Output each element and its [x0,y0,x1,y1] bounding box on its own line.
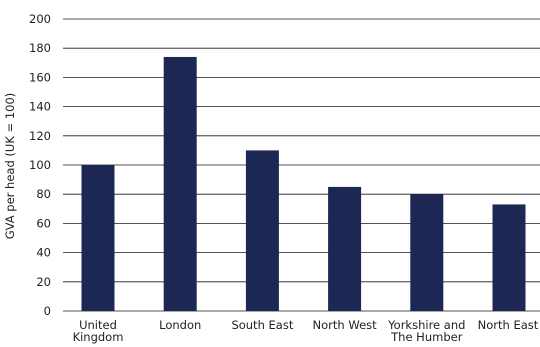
x-category-labels: United Kingdom London South East North West Y… [73,318,539,344]
y-tick-label: 40 [36,246,51,260]
y-axis-title: GVA per head (UK = 100) [3,93,17,240]
y-tick-label: 80 [36,187,51,201]
y-tick-label: 20 [36,275,51,289]
y-tick-label: 60 [36,216,51,230]
y-tick-label: 0 [44,304,51,318]
y-tick-label: 140 [29,100,51,114]
y-tick-labels: 0 20 40 60 80 100 120 140 160 180 200 [29,12,51,318]
y-tick-label: 160 [29,70,51,84]
x-category-label: North East [478,318,539,332]
x-category-label: United Kingdom [73,318,124,344]
x-category-label: South East [231,318,293,332]
bar-1 [163,56,197,312]
y-tick-label: 180 [29,41,51,55]
bar-4 [410,194,444,311]
bar-0 [81,165,115,311]
x-category-label: Yorkshire and The Humber [387,318,465,344]
x-category-label: North West [313,318,378,332]
y-tick-label: 200 [29,12,51,26]
bars [81,56,526,312]
x-category-label: London [159,318,201,332]
y-tick-label: 120 [29,129,51,143]
y-tick-label: 100 [29,158,51,172]
bar-3 [328,186,362,311]
bar-2 [245,150,279,311]
gridlines [63,18,540,312]
bar-5 [492,204,526,311]
